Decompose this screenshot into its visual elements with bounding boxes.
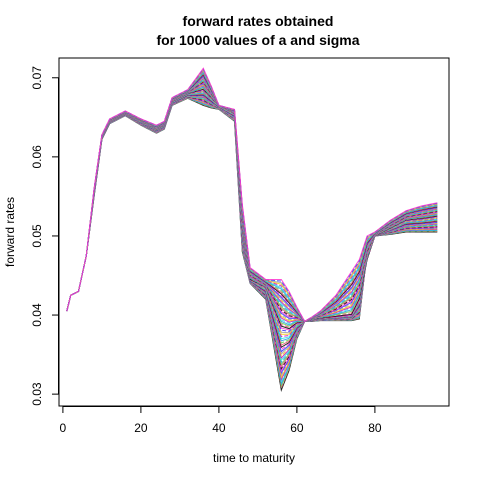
series-line — [66, 97, 438, 393]
series-line — [66, 95, 438, 357]
series-line — [66, 95, 438, 355]
y-axis-label: forward rates — [3, 197, 17, 267]
y-axis: 0.03 0.04 0.05 0.06 0.07 — [30, 66, 59, 406]
x-tick-label: 80 — [368, 421, 382, 435]
series-line — [66, 97, 438, 384]
series-line — [66, 94, 438, 353]
y-tick-label: 0.07 — [30, 66, 44, 90]
series-line — [66, 93, 438, 344]
series-line — [66, 92, 438, 342]
plot-area — [66, 67, 438, 393]
series-line — [66, 96, 438, 379]
series-line — [66, 97, 438, 388]
series-line — [66, 86, 438, 326]
series-line — [66, 97, 438, 386]
series-line — [66, 87, 438, 327]
chart-title-line1: forward rates obtained — [183, 13, 334, 29]
series-line — [66, 97, 438, 390]
y-tick-label: 0.06 — [30, 145, 44, 169]
x-axis: 0 20 40 60 80 — [60, 406, 382, 435]
x-tick-label: 20 — [134, 421, 148, 435]
series-line — [66, 96, 438, 377]
chart-title-line2: for 1000 values of a and sigma — [156, 32, 359, 48]
series-line — [66, 89, 438, 331]
series-line — [66, 94, 438, 349]
series-line — [66, 89, 438, 332]
series-line — [66, 67, 438, 323]
series-line — [66, 85, 438, 325]
series-line — [66, 90, 438, 335]
series-line — [66, 90, 438, 334]
series-line — [66, 85, 438, 323]
x-tick-label: 40 — [212, 421, 226, 435]
series-line — [66, 92, 438, 340]
y-tick-label: 0.04 — [30, 303, 44, 327]
series-line — [66, 93, 438, 346]
series-line — [66, 96, 438, 382]
series-line — [66, 87, 438, 328]
series-line — [66, 94, 438, 351]
y-tick-label: 0.05 — [30, 224, 44, 248]
x-tick-label: 60 — [290, 421, 304, 435]
series-group — [66, 67, 438, 393]
x-axis-label: time to maturity — [213, 451, 295, 465]
series-line — [66, 91, 438, 338]
series-line — [66, 88, 438, 330]
x-tick-label: 0 — [60, 421, 67, 435]
y-tick-label: 0.03 — [30, 382, 44, 406]
